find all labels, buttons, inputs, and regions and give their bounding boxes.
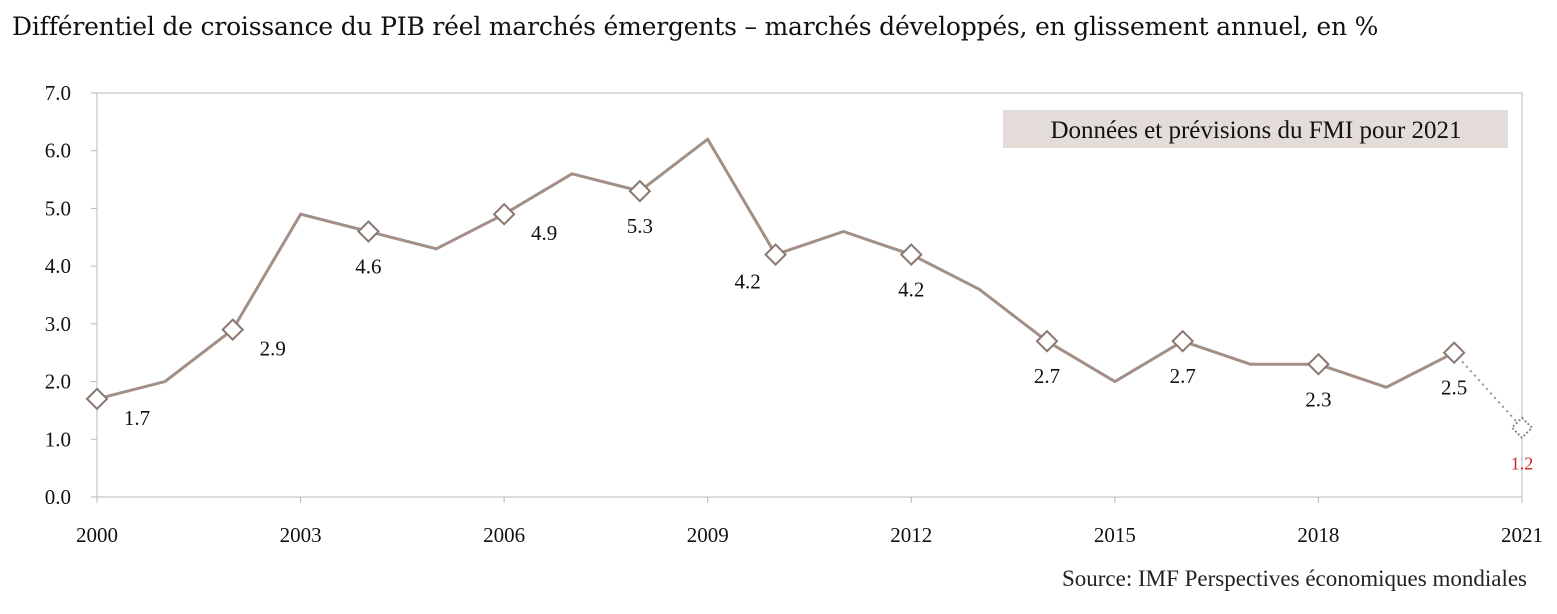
y-tick-label: 5.0 [45,196,71,220]
x-tick-label: 2012 [890,523,932,547]
y-tick-label: 7.0 [45,81,71,105]
x-tick-label: 2015 [1094,523,1136,547]
data-label: 4.6 [355,255,381,279]
data-label: 2.7 [1170,364,1196,388]
data-label: 1.7 [124,406,150,430]
y-tick-label: 6.0 [45,139,71,163]
data-label: 2.5 [1441,376,1467,400]
forecast-marker [1510,416,1534,440]
chart-title: Différentiel de croissance du PIB réel m… [12,12,1379,41]
x-tick-label: 2009 [687,523,729,547]
data-label: 2.9 [260,337,286,361]
data-label: 4.9 [531,221,557,245]
x-tick-label: 2000 [76,523,118,547]
data-marker [85,387,109,411]
data-marker [764,243,787,267]
annotation-text: Données et prévisions du FMI pour 2021 [1050,117,1461,144]
data-label: 4.2 [734,270,760,294]
x-tick-label: 2021 [1501,523,1543,547]
x-tick-label: 2018 [1297,523,1339,547]
data-marker [1171,329,1195,353]
forecast-series-line [1453,352,1523,429]
data-marker [628,179,652,203]
annotation-box [1003,110,1508,148]
data-marker [1307,352,1330,376]
forecast-data-label: 1.2 [1511,454,1534,474]
data-marker [899,243,923,267]
data-marker [492,202,516,226]
y-tick-label: 0.0 [45,485,71,509]
data-label: 2.7 [1034,364,1060,388]
series-line [96,137,1455,401]
data-label: 2.3 [1305,387,1331,411]
y-tick-label: 2.0 [45,370,71,394]
data-marker [221,318,245,342]
chart-source: Source: IMF Perspectives économiques mon… [1061,566,1527,591]
data-marker [1035,329,1059,353]
y-tick-label: 1.0 [45,427,71,451]
data-marker [357,220,380,243]
x-tick-label: 2003 [280,523,322,547]
plot-frame [96,92,1523,498]
data-label: 4.2 [898,278,924,302]
x-tick-label: 2006 [483,523,525,547]
data-label: 5.3 [627,214,653,238]
y-tick-label: 4.0 [45,254,71,278]
data-marker [1442,341,1466,365]
y-tick-label: 3.0 [45,312,71,336]
